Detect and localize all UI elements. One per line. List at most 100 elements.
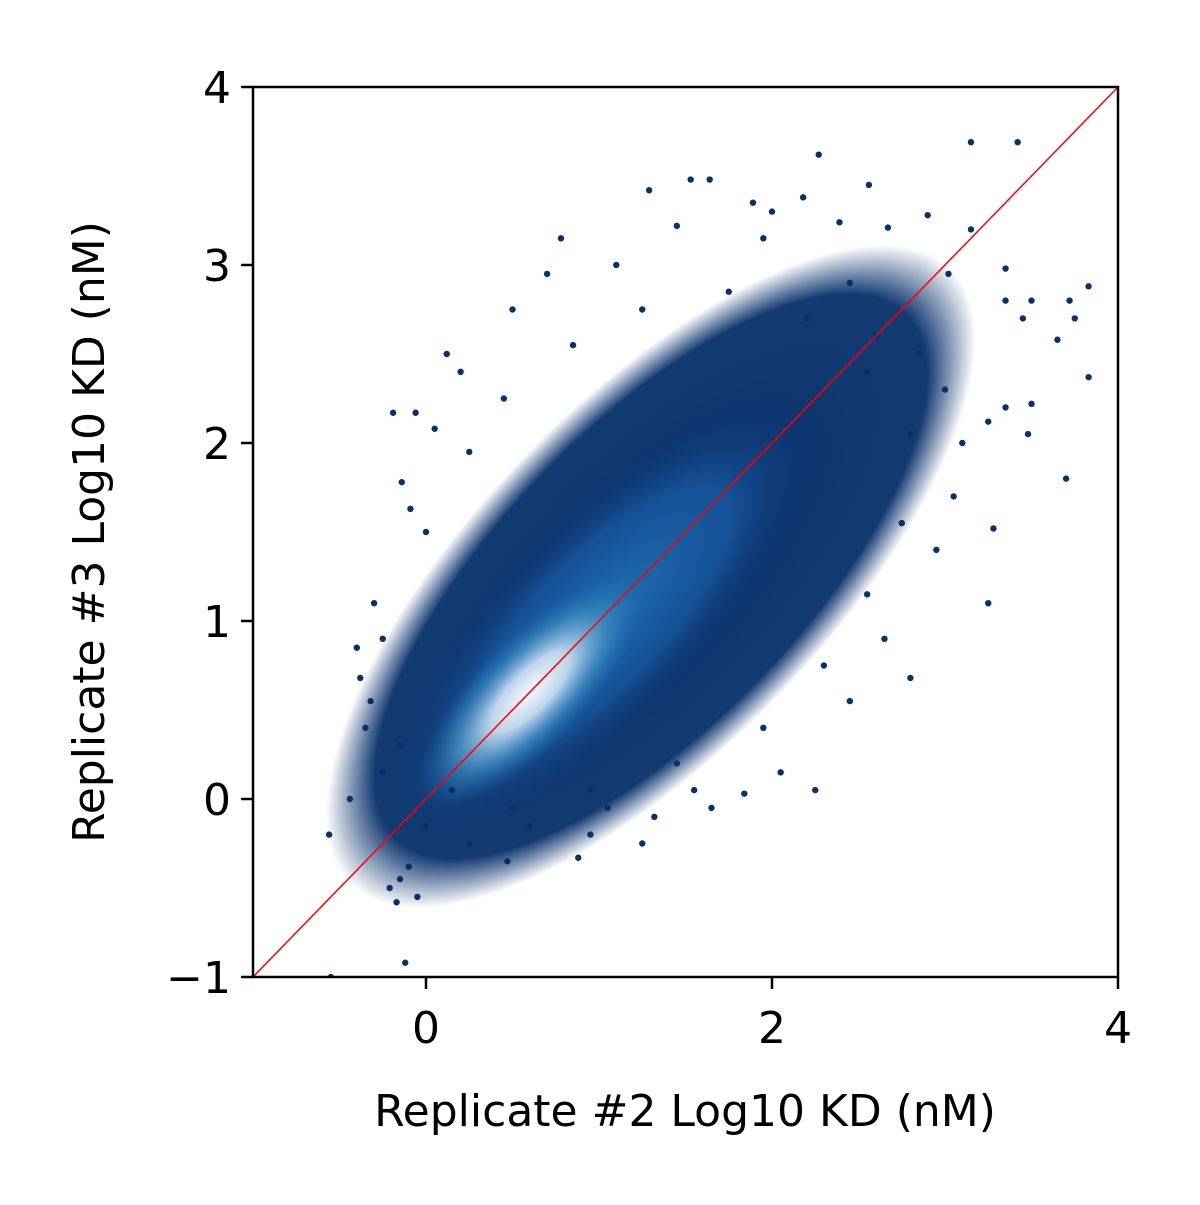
x-tick-label: 2 <box>758 1003 786 1054</box>
data-point <box>803 315 810 322</box>
data-point <box>820 662 828 669</box>
data-point <box>907 674 914 682</box>
data-point <box>526 822 533 829</box>
data-point <box>587 786 594 794</box>
y-tick-label: 2 <box>203 419 231 470</box>
data-point <box>777 769 784 776</box>
data-point <box>396 875 404 883</box>
data-point <box>1024 430 1032 438</box>
data-point <box>1028 400 1035 408</box>
data-point <box>346 795 354 803</box>
data-point <box>457 368 464 375</box>
data-point <box>673 222 681 230</box>
data-point <box>431 425 438 432</box>
data-point <box>815 151 822 158</box>
data-point <box>1028 297 1035 304</box>
data-point <box>504 858 511 865</box>
data-point <box>1085 283 1092 290</box>
data-point <box>645 187 653 194</box>
y-axis-ticks: −1 0 1 2 3 4 <box>166 63 253 1004</box>
data-point <box>812 786 819 794</box>
data-point <box>760 724 767 731</box>
data-point <box>379 635 386 642</box>
data-point <box>393 899 400 906</box>
data-point <box>466 840 473 847</box>
data-point <box>422 822 430 829</box>
data-point <box>398 478 405 486</box>
data-point <box>509 306 516 313</box>
y-axis-label: Replicate #3 Log10 KD (nM) <box>64 221 115 843</box>
data-point <box>907 430 914 438</box>
data-point <box>1085 373 1092 381</box>
data-point <box>863 591 871 598</box>
data-point <box>1002 297 1009 304</box>
data-point <box>760 235 767 242</box>
data-point <box>543 270 551 278</box>
data-point <box>405 863 412 870</box>
data-point <box>863 368 871 375</box>
data-point <box>990 525 997 532</box>
data-point <box>407 505 414 513</box>
data-point <box>412 409 419 416</box>
data-point <box>741 790 748 797</box>
data-point <box>933 546 940 553</box>
data-point <box>370 600 378 607</box>
data-point <box>500 395 508 402</box>
data-point <box>1066 297 1073 304</box>
x-tick-label: 0 <box>412 1003 440 1054</box>
data-point <box>557 235 565 242</box>
data-point <box>1014 138 1021 146</box>
data-point <box>389 409 397 416</box>
y-tick-label: −1 <box>166 953 231 1004</box>
data-point <box>1019 315 1027 322</box>
data-point <box>386 884 393 892</box>
data-point <box>967 138 975 146</box>
x-axis-label: Replicate #2 Log10 KD (nM) <box>374 1086 996 1137</box>
data-point <box>690 786 698 794</box>
data-point <box>1071 315 1078 322</box>
data-point <box>865 181 873 189</box>
data-point <box>941 386 949 393</box>
data-point <box>613 261 620 269</box>
data-point <box>749 199 757 206</box>
data-point <box>945 270 952 278</box>
data-point <box>422 528 430 536</box>
data-point <box>639 840 646 847</box>
data-point <box>357 674 364 682</box>
data-point <box>396 742 404 749</box>
data-point <box>443 350 450 358</box>
scatter-points <box>325 138 1092 977</box>
data-point <box>1062 475 1070 482</box>
y-tick-label: 0 <box>203 775 231 826</box>
data-point <box>846 279 854 286</box>
data-point <box>367 697 374 705</box>
data-point <box>725 288 732 295</box>
data-point <box>673 760 681 767</box>
data-point <box>884 224 892 231</box>
data-point <box>985 418 992 425</box>
data-point <box>569 341 577 349</box>
data-point <box>1002 265 1009 272</box>
plot-frame <box>251 85 1120 979</box>
x-axis-ticks: 0 2 4 <box>412 977 1132 1054</box>
data-point <box>1054 336 1061 343</box>
data-point <box>604 804 611 812</box>
data-point <box>353 644 360 651</box>
data-point <box>639 306 646 313</box>
data-point <box>687 176 694 183</box>
data-point <box>509 804 516 812</box>
data-point <box>448 786 456 794</box>
data-point <box>362 724 369 731</box>
data-point <box>881 635 888 642</box>
data-point <box>466 448 473 456</box>
data-point <box>708 804 715 812</box>
data-point <box>950 493 957 500</box>
data-point <box>924 211 931 219</box>
data-point <box>799 194 807 201</box>
data-point <box>325 831 333 838</box>
data-point <box>915 350 923 358</box>
data-point <box>768 208 776 215</box>
data-point <box>846 697 854 705</box>
